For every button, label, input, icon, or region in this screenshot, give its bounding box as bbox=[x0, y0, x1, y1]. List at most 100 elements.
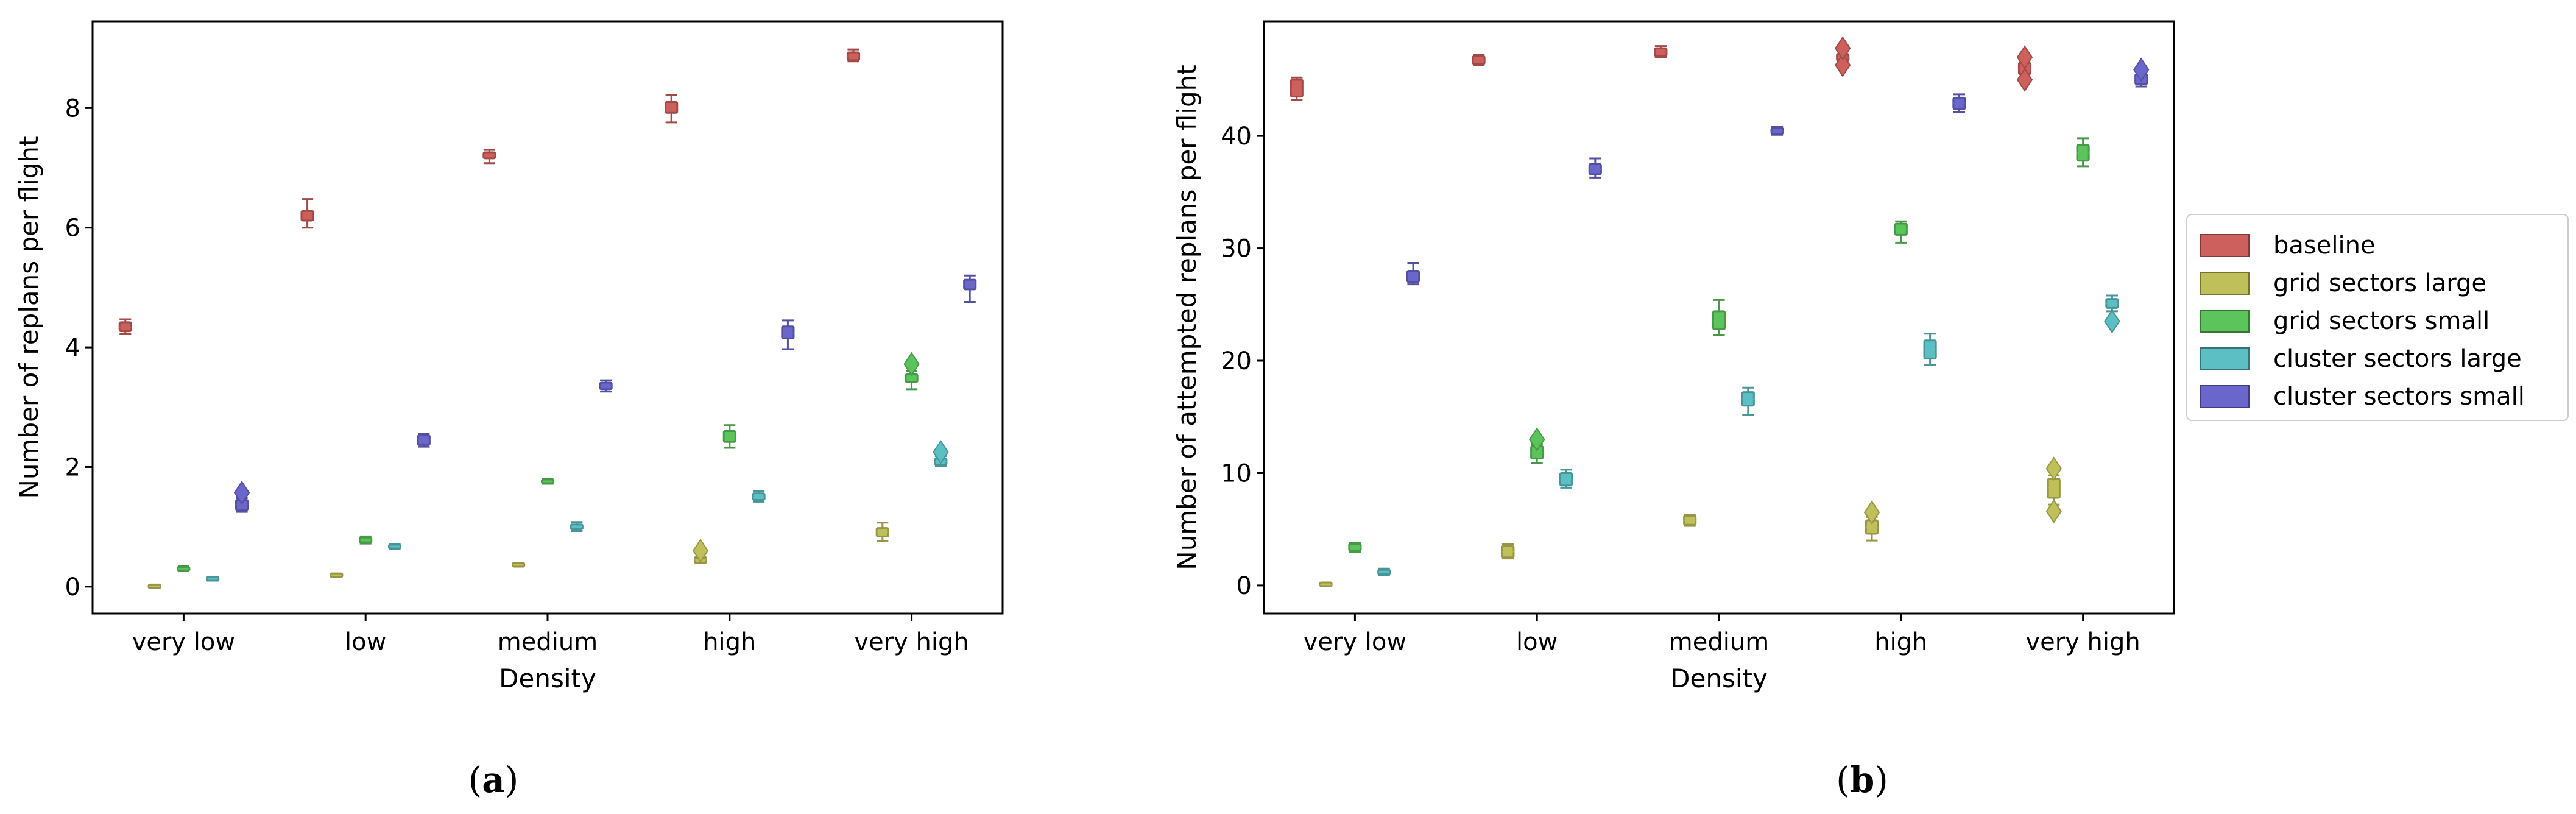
box-grid-sectors-small bbox=[540, 478, 555, 485]
y-tick-label: 2 bbox=[65, 453, 80, 481]
outlier-point bbox=[1528, 427, 1545, 451]
y-tick-label: 8 bbox=[65, 94, 80, 122]
y-tick-label: 20 bbox=[1221, 347, 1252, 375]
x-tick-label: medium bbox=[1669, 628, 1769, 656]
subplot-a-x-ticks: very low low medium high very high bbox=[132, 614, 969, 656]
box-cluster-sectors-small bbox=[1588, 157, 1602, 179]
x-tick-label: high bbox=[1874, 628, 1927, 656]
legend-entries: baseline grid sectors large grid sectors s… bbox=[2200, 232, 2525, 411]
y-tick-label: 0 bbox=[65, 573, 80, 601]
box-cluster-sectors-small bbox=[963, 274, 977, 303]
outlier-point bbox=[2045, 456, 2062, 481]
box-cluster-sectors-small bbox=[233, 480, 250, 513]
box-baseline bbox=[2016, 45, 2033, 92]
subplot-a-caption: (a) bbox=[468, 759, 519, 801]
box-cluster-sectors-small bbox=[417, 432, 431, 448]
box-cluster-sectors-small bbox=[781, 319, 795, 350]
subplot-b-y-ticks: 0 10 20 30 40 bbox=[1221, 122, 1264, 600]
legend-frame bbox=[2186, 214, 2569, 421]
subplot-a-frame bbox=[91, 20, 1004, 615]
box-cluster-sectors-small bbox=[1770, 126, 1784, 136]
box-grid-sectors-large bbox=[2045, 456, 2062, 523]
x-tick-label: very high bbox=[2025, 628, 2140, 656]
outlier-point bbox=[2016, 68, 2033, 92]
outlier-point bbox=[1834, 36, 1851, 61]
y-tick-label: 4 bbox=[65, 334, 80, 362]
box-cluster-sectors-small bbox=[1952, 93, 1966, 113]
subplot-b-x-axis-label: Density bbox=[1670, 664, 1768, 693]
subplot-a: 0 2 4 6 8 very low low medium high very high Den… bbox=[14, 20, 1004, 801]
legend-label: baseline bbox=[2273, 232, 2376, 260]
box-grid-sectors-large bbox=[875, 522, 889, 542]
box-baseline bbox=[846, 48, 861, 63]
box-cluster-sectors-small bbox=[1406, 262, 1420, 286]
x-tick-label: high bbox=[703, 628, 756, 656]
box-grid-sectors-large bbox=[1863, 500, 1880, 542]
outlier-point bbox=[233, 480, 250, 505]
x-tick-label: very low bbox=[1304, 628, 1406, 656]
box-body bbox=[118, 321, 132, 333]
subplot-b-x-ticks: very low low medium high very high bbox=[1304, 614, 2140, 656]
box-grid-sectors-small bbox=[1528, 427, 1545, 464]
box-cluster-sectors-large bbox=[2104, 294, 2120, 334]
box-grid-sectors-small bbox=[722, 424, 736, 449]
legend-swatch bbox=[2200, 347, 2250, 370]
subplot-a-x-axis-label: Density bbox=[499, 664, 596, 693]
box-grid-sectors-large bbox=[1683, 514, 1697, 527]
subplot-b-y-axis-label: Number of attempted replans per flight bbox=[1172, 65, 1202, 570]
legend-label: cluster sectors large bbox=[2273, 345, 2522, 373]
x-tick-label: very high bbox=[854, 628, 969, 656]
box-cluster-sectors-large bbox=[206, 576, 220, 582]
subplot-b-marks bbox=[1290, 36, 2150, 587]
outlier-point bbox=[2045, 499, 2062, 523]
box-grid-sectors-small bbox=[359, 535, 373, 545]
outlier-point bbox=[2104, 309, 2120, 334]
legend-label: grid sectors large bbox=[2273, 269, 2486, 297]
x-tick-label: low bbox=[345, 628, 386, 656]
box-cluster-sectors-large bbox=[1741, 386, 1755, 416]
legend-label: cluster sectors small bbox=[2273, 383, 2525, 411]
subplot-a-y-ticks: 0 2 4 6 8 bbox=[65, 94, 93, 601]
legend-swatch bbox=[2200, 385, 2250, 408]
box-body bbox=[1712, 310, 1726, 330]
box-cluster-sectors-large bbox=[933, 440, 949, 467]
outlier-point bbox=[1863, 500, 1880, 525]
box-grid-sectors-small bbox=[1712, 299, 1726, 336]
box-baseline bbox=[1472, 54, 1486, 66]
box-baseline bbox=[1290, 76, 1304, 101]
legend: baseline grid sectors large grid sectors s… bbox=[2186, 214, 2569, 421]
box-grid-sectors-large bbox=[692, 539, 709, 565]
legend-swatch bbox=[2200, 234, 2250, 257]
box-grid-sectors-small bbox=[1348, 542, 1362, 553]
box-baseline bbox=[1834, 36, 1851, 77]
subplot-a-y-axis-label: Number of replans per flight bbox=[14, 136, 44, 499]
box-cluster-sectors-small bbox=[599, 379, 613, 393]
box-cluster-sectors-large bbox=[387, 543, 402, 550]
box-cluster-sectors-small bbox=[2133, 57, 2150, 88]
outlier-point bbox=[2016, 45, 2033, 69]
box-cluster-sectors-large bbox=[1559, 469, 1573, 489]
box-grid-sectors-large bbox=[147, 583, 161, 589]
box-grid-sectors-large bbox=[330, 572, 344, 578]
legend-swatch bbox=[2200, 310, 2250, 333]
box-baseline bbox=[482, 149, 496, 165]
y-tick-label: 0 bbox=[1237, 572, 1252, 600]
box-baseline bbox=[1654, 45, 1668, 58]
outlier-point bbox=[933, 440, 949, 464]
y-tick-label: 10 bbox=[1221, 459, 1252, 487]
box-grid-sectors-small bbox=[177, 565, 191, 572]
outlier-point bbox=[903, 352, 920, 377]
legend-label: grid sectors small bbox=[2273, 307, 2490, 335]
box-grid-sectors-large bbox=[512, 562, 526, 568]
subplot-b-caption: (b) bbox=[1836, 759, 1888, 801]
box-cluster-sectors-large bbox=[570, 521, 584, 533]
y-tick-label: 6 bbox=[65, 214, 80, 242]
x-tick-label: very low bbox=[132, 628, 235, 656]
subplot-b: 0 10 20 30 40 very low low medium high very high… bbox=[1172, 20, 2175, 801]
box-cluster-sectors-large bbox=[1377, 567, 1391, 576]
outlier-point bbox=[2133, 57, 2150, 82]
legend-swatch bbox=[2200, 272, 2250, 295]
box-baseline bbox=[665, 94, 679, 124]
box-cluster-sectors-large bbox=[752, 490, 766, 503]
